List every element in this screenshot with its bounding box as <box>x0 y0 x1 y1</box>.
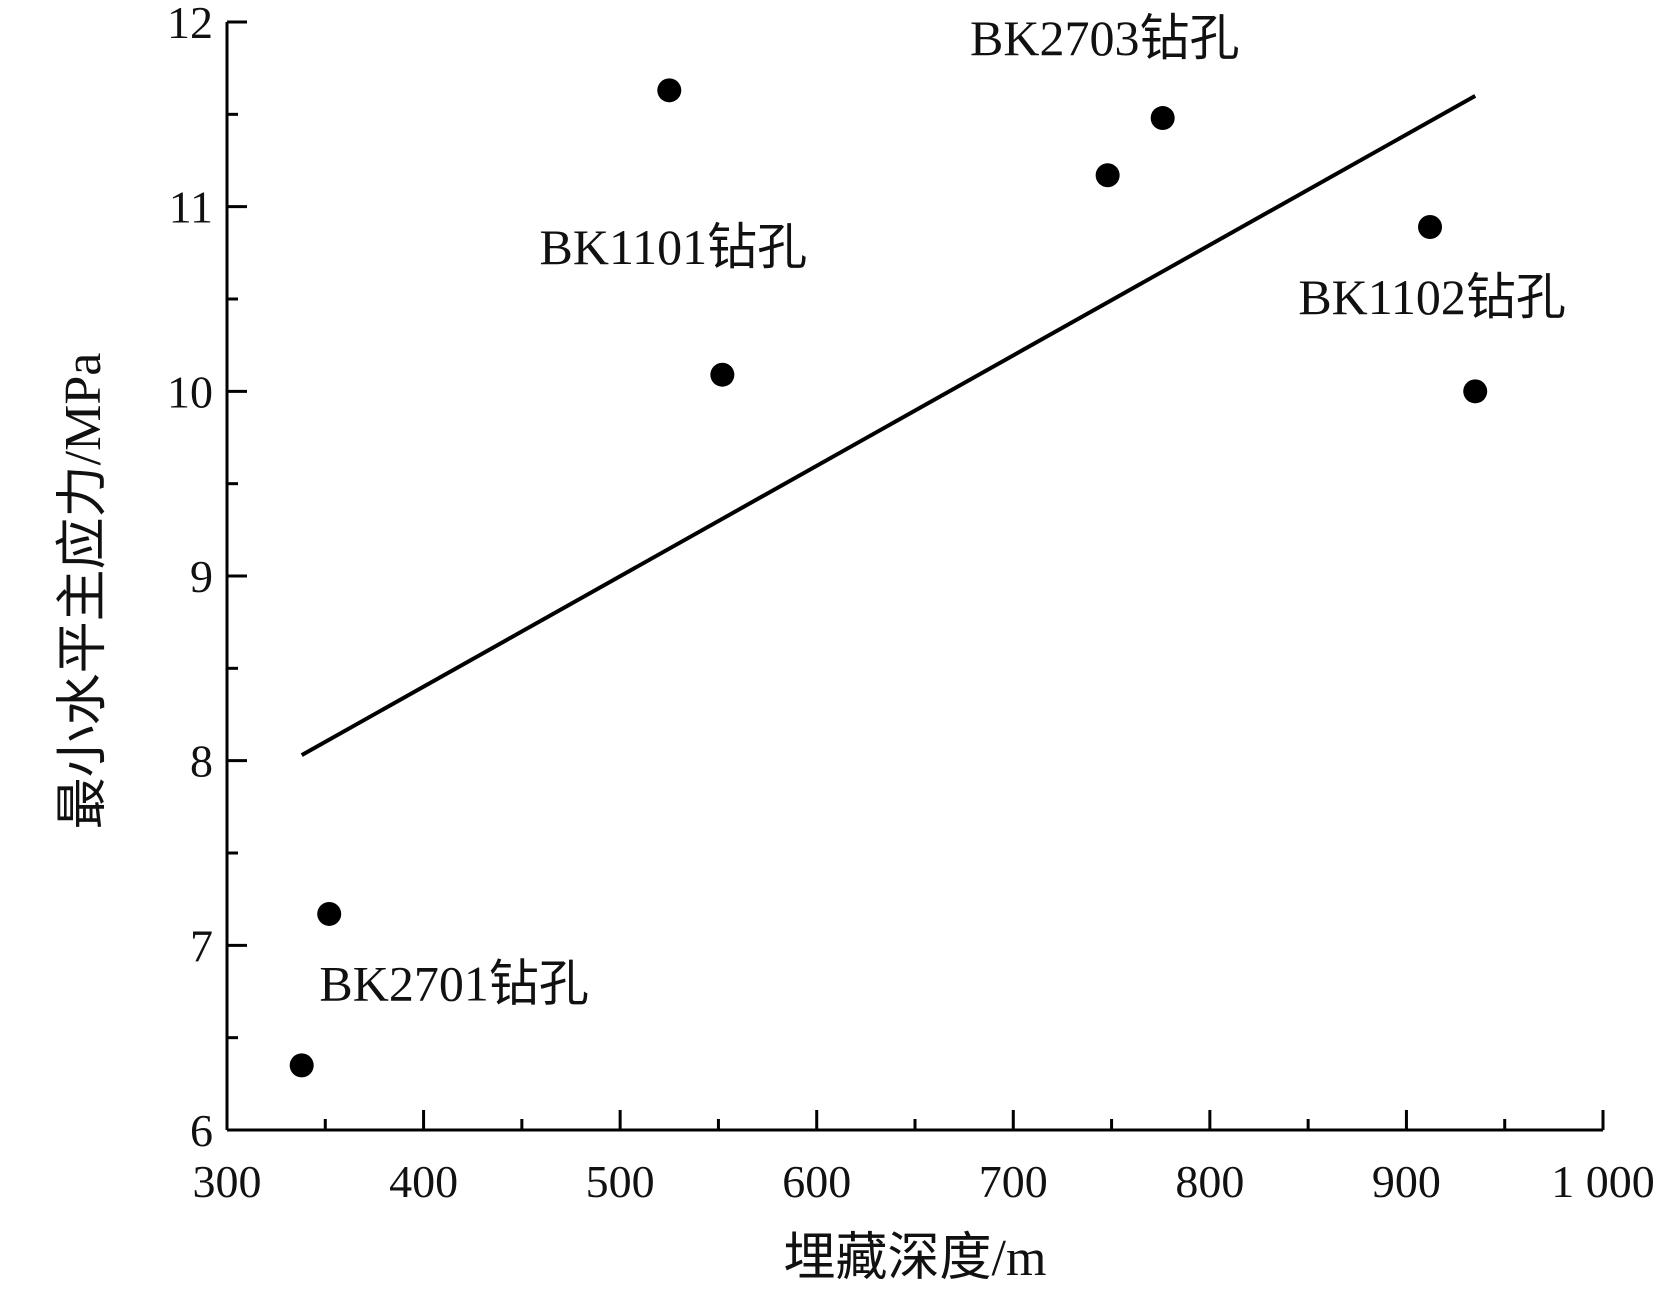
x-tick-label: 600 <box>782 1156 851 1207</box>
trendline-layer <box>300 94 1477 757</box>
y-axis-title: 最小水平主应力/MPa <box>55 353 112 830</box>
trendline <box>300 94 1477 757</box>
data-point <box>1463 379 1488 404</box>
data-point <box>710 362 735 387</box>
data-point <box>1095 163 1120 188</box>
x-tick-label: 400 <box>389 1156 458 1207</box>
y-tick-label: 11 <box>169 182 213 233</box>
annotations: BK2703钻孔 BK1101钻孔 BK1102钻孔 BK2701钻孔 <box>319 10 1566 1011</box>
borehole-label: BK2701钻孔 <box>319 956 588 1012</box>
y-tick-label: 10 <box>167 366 213 417</box>
x-tick-label: 500 <box>586 1156 655 1207</box>
x-axis-title: 埋藏深度/m <box>784 1230 1047 1287</box>
x-tick-label: 300 <box>193 1156 262 1207</box>
y-tick-label: 12 <box>167 0 213 48</box>
data-point <box>657 78 682 103</box>
y-tick-label: 9 <box>190 551 213 602</box>
data-point <box>1150 106 1175 131</box>
data-point <box>317 901 342 926</box>
y-tick-label: 7 <box>190 920 213 971</box>
y-tick-label: 6 <box>190 1105 213 1156</box>
x-tick-label: 900 <box>1372 1156 1441 1207</box>
borehole-label: BK2703钻孔 <box>970 10 1239 66</box>
data-point <box>289 1053 314 1078</box>
x-tick-label: 1 000 <box>1551 1156 1654 1207</box>
x-tick-label: 800 <box>1175 1156 1244 1207</box>
x-tick-label: 700 <box>979 1156 1048 1207</box>
data-points <box>289 78 1488 1078</box>
axes: 300 400 500 600 700 800 900 1 000 6 7 8 9 10 11 12 <box>167 0 1654 1207</box>
borehole-label: BK1101钻孔 <box>540 219 808 275</box>
borehole-label: BK1102钻孔 <box>1298 269 1566 325</box>
data-point <box>1418 214 1443 239</box>
y-tick-label: 8 <box>190 736 213 787</box>
